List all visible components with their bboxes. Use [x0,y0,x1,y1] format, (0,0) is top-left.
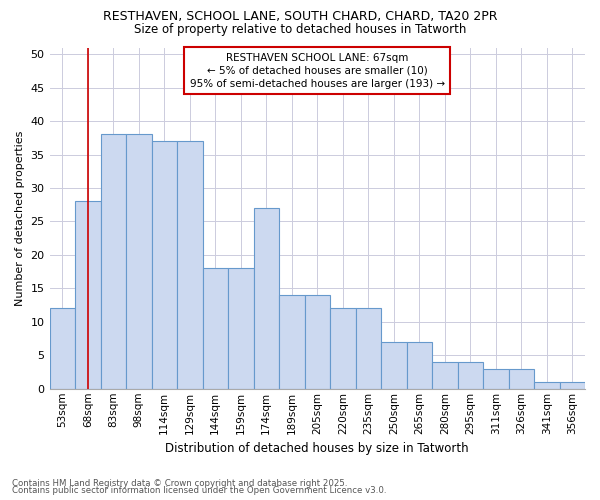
Bar [228,268,254,389]
Bar [534,382,560,389]
Text: RESTHAVEN SCHOOL LANE: 67sqm
← 5% of detached houses are smaller (10)
95% of sem: RESTHAVEN SCHOOL LANE: 67sqm ← 5% of det… [190,52,445,89]
Bar [458,362,483,389]
Text: Size of property relative to detached houses in Tatworth: Size of property relative to detached ho… [134,22,466,36]
Bar [407,342,432,389]
Bar [381,342,407,389]
Bar [203,268,228,389]
Bar [560,382,585,389]
Bar [305,295,330,389]
Text: Contains public sector information licensed under the Open Government Licence v3: Contains public sector information licen… [12,486,386,495]
Bar [432,362,458,389]
Y-axis label: Number of detached properties: Number of detached properties [15,130,25,306]
Bar [101,134,126,389]
Bar [483,368,509,389]
Bar [509,368,534,389]
Bar [279,295,305,389]
Bar [50,308,75,389]
Bar [126,134,152,389]
Bar [75,202,101,389]
Bar [177,141,203,389]
Bar [356,308,381,389]
Text: Contains HM Land Registry data © Crown copyright and database right 2025.: Contains HM Land Registry data © Crown c… [12,478,347,488]
Bar [152,141,177,389]
Bar [330,308,356,389]
Bar [254,208,279,389]
X-axis label: Distribution of detached houses by size in Tatworth: Distribution of detached houses by size … [166,442,469,455]
Text: RESTHAVEN, SCHOOL LANE, SOUTH CHARD, CHARD, TA20 2PR: RESTHAVEN, SCHOOL LANE, SOUTH CHARD, CHA… [103,10,497,23]
